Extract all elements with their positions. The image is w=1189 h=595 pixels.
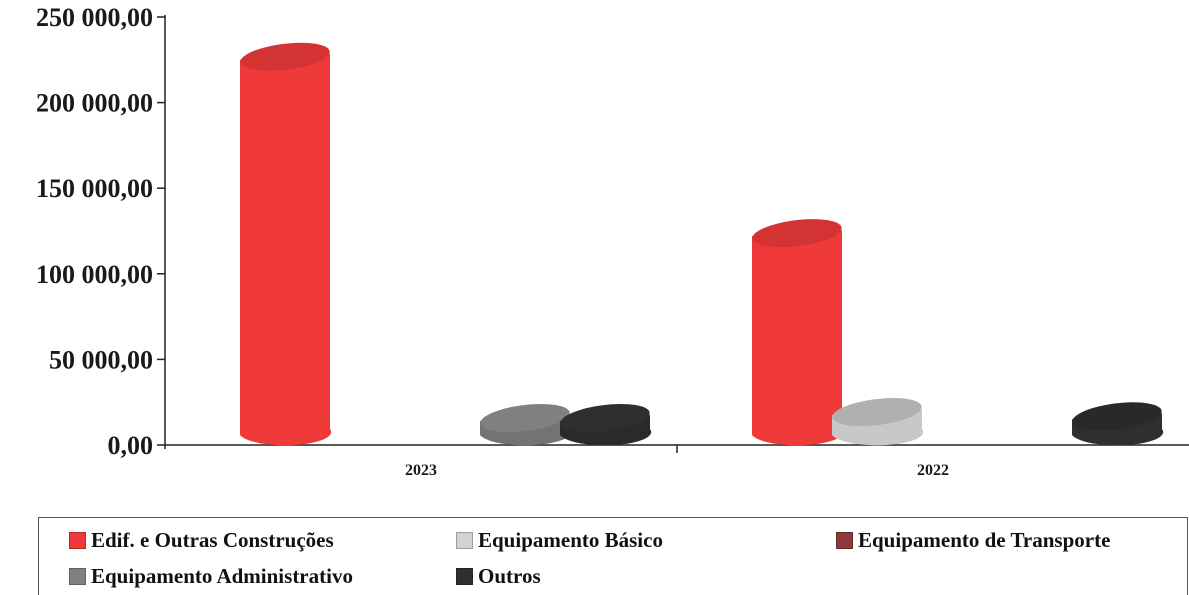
legend-item-edif: Edif. e Outras Construções xyxy=(69,528,334,553)
bars xyxy=(240,42,1164,446)
bar xyxy=(240,42,332,446)
legend-item-equipamento-transporte: Equipamento de Transporte xyxy=(836,528,1110,553)
bar-chart: 0,00 50 000,00 100 000,00 150 000,00 200 000… xyxy=(36,3,1189,479)
legend-item-outros: Outros xyxy=(456,564,541,589)
bar-top xyxy=(1072,402,1162,431)
legend-label-edif: Edif. e Outras Construções xyxy=(91,528,334,552)
bar xyxy=(560,403,652,446)
legend-label-equipamento-transporte: Equipamento de Transporte xyxy=(858,528,1111,552)
legend-swatch-equipamento-basico xyxy=(456,532,473,549)
legend-item-equipamento-basico: Equipamento Básico xyxy=(456,528,663,553)
legend-swatch-equipamento-administrativo xyxy=(69,568,86,585)
y-tick-label: 200 000,00 xyxy=(36,89,153,118)
legend-swatch-outros xyxy=(456,568,473,585)
x-axis: 2023 2022 xyxy=(165,444,1189,479)
legend-swatch-equipamento-transporte xyxy=(836,532,853,549)
bar xyxy=(1072,402,1164,446)
y-tick-label: 150 000,00 xyxy=(36,174,153,203)
legend: Edif. e Outras Construções Equipamento B… xyxy=(38,517,1188,595)
x-tick-label: 2022 xyxy=(917,462,949,479)
y-tick-label: 250 000,00 xyxy=(36,3,153,32)
legend-swatch-edif xyxy=(69,532,86,549)
bar-top xyxy=(240,42,330,71)
bar xyxy=(832,398,924,446)
y-tick-label: 100 000,00 xyxy=(36,260,153,289)
bar-body xyxy=(240,53,332,446)
y-tick-label: 0,00 xyxy=(108,431,154,460)
x-tick-label: 2023 xyxy=(405,462,437,479)
bar-top xyxy=(560,403,650,433)
legend-label-equipamento-basico: Equipamento Básico xyxy=(478,528,663,552)
bar xyxy=(480,403,572,446)
y-axis: 0,00 50 000,00 100 000,00 150 000,00 200 000… xyxy=(36,3,166,460)
legend-label-outros: Outros xyxy=(478,564,541,588)
legend-label-equipamento-administrativo: Equipamento Administrativo xyxy=(91,564,353,588)
bar-top xyxy=(752,219,842,248)
y-tick-label: 50 000,00 xyxy=(49,345,153,374)
bar xyxy=(752,219,844,446)
legend-item-equipamento-administrativo: Equipamento Administrativo xyxy=(69,564,353,589)
bar-body xyxy=(752,230,844,446)
bar-top xyxy=(480,403,570,433)
bar-top xyxy=(832,398,922,427)
